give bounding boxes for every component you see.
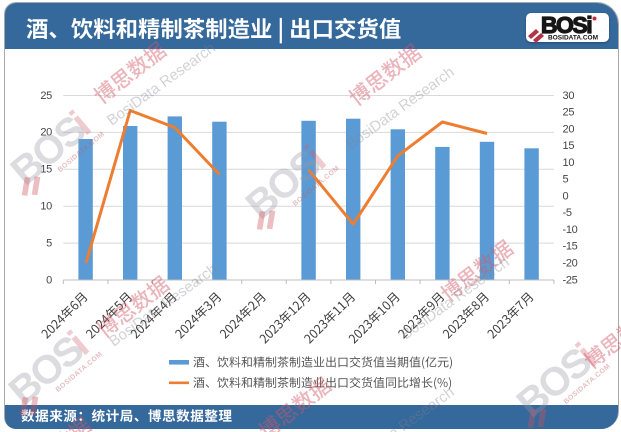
svg-text:-10: -10 (563, 224, 578, 236)
svg-text:20: 20 (563, 123, 575, 135)
svg-text:5: 5 (563, 174, 569, 186)
svg-text:0: 0 (46, 274, 52, 286)
svg-text:25: 25 (563, 107, 575, 119)
svg-text:30: 30 (563, 90, 575, 102)
svg-text:25: 25 (40, 90, 52, 102)
svg-text:10: 10 (563, 157, 575, 169)
svg-text:BOSi: BOSi (541, 12, 591, 38)
svg-text:BOSIDATA.COM: BOSIDATA.COM (548, 35, 598, 42)
svg-text:BosiData Research: BosiData Research (343, 384, 458, 432)
svg-text:-20: -20 (563, 258, 578, 270)
svg-text:-25: -25 (563, 274, 578, 286)
svg-text:-15: -15 (563, 241, 578, 253)
svg-text:-5: -5 (563, 207, 572, 219)
svg-text:0: 0 (563, 190, 569, 202)
svg-text:10: 10 (40, 201, 52, 213)
svg-text:15: 15 (563, 140, 575, 152)
svg-text:5: 5 (46, 237, 52, 249)
